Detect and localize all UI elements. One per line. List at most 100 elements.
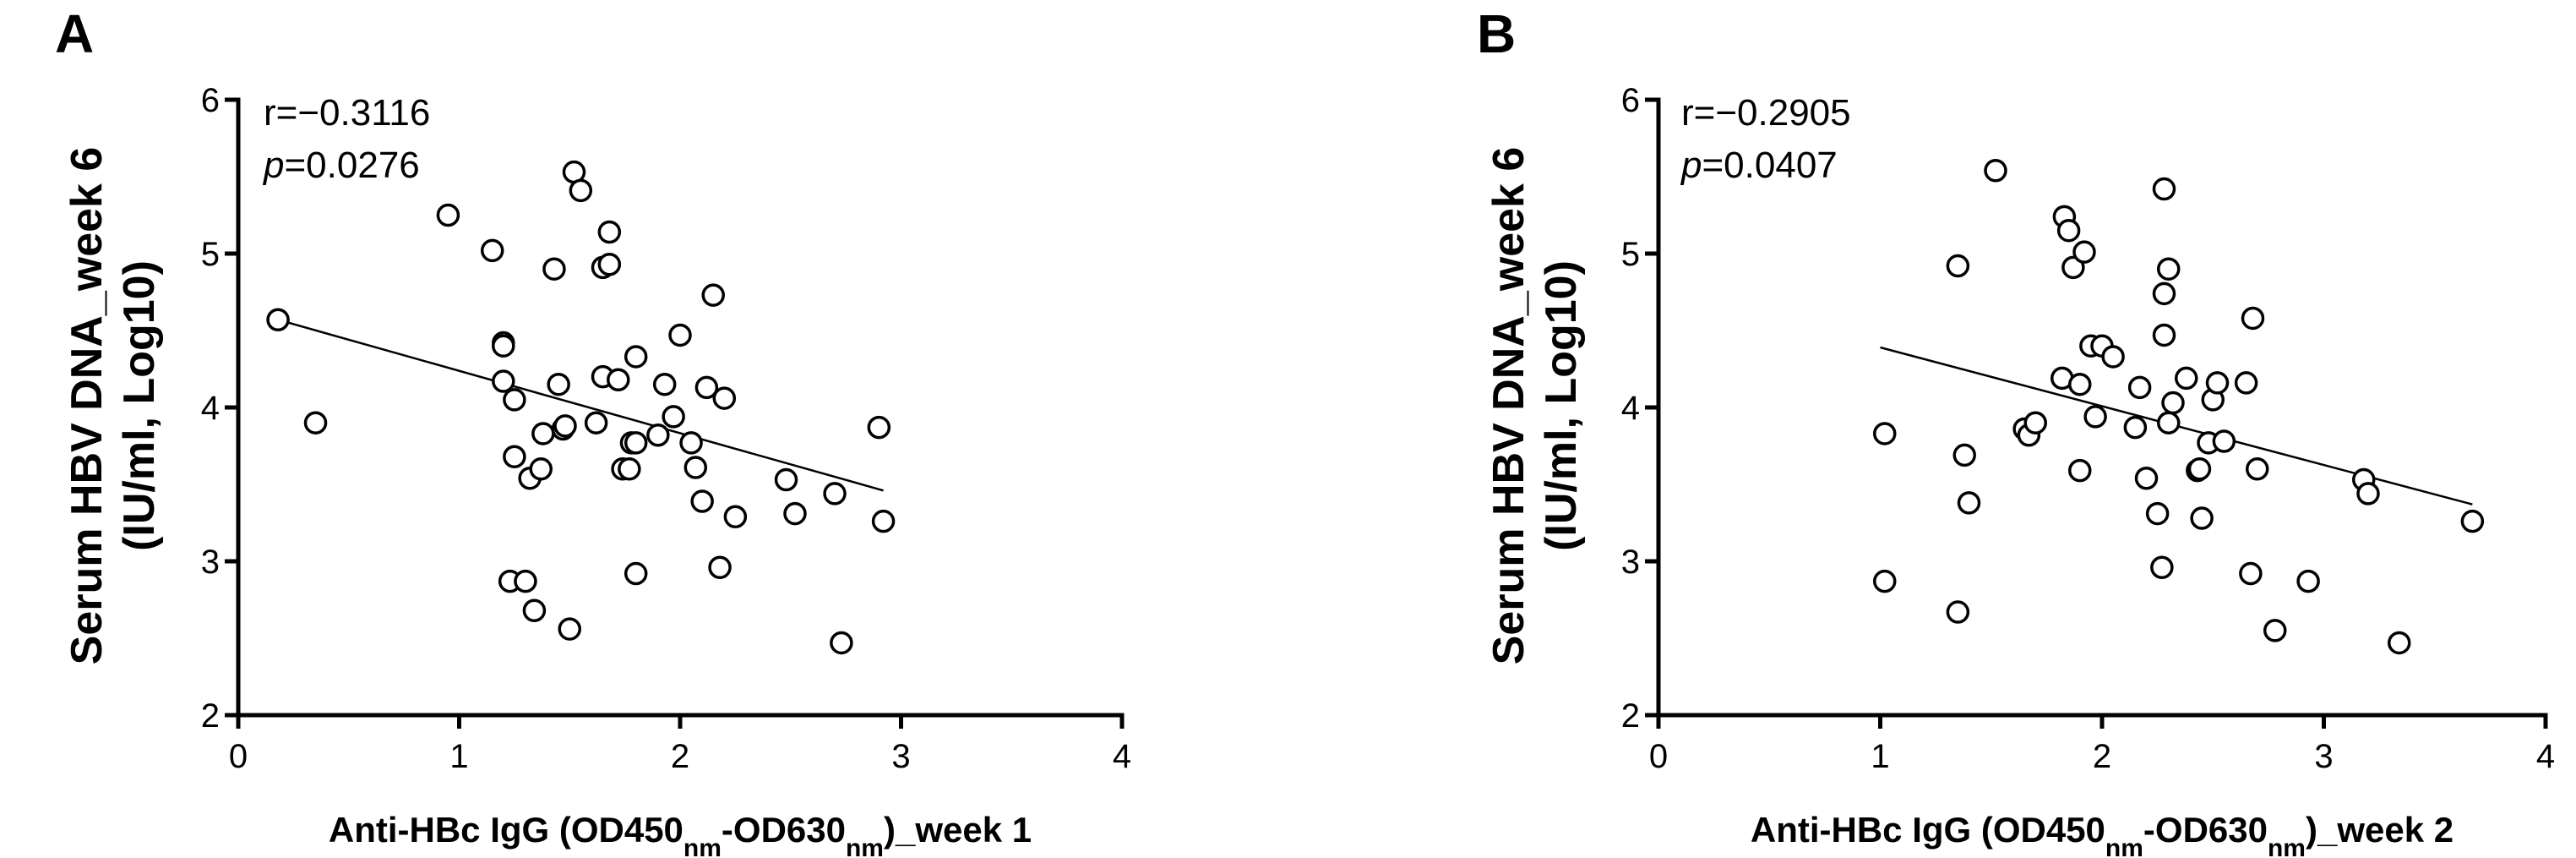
panel-a-point-25 [597, 252, 622, 276]
panel-a-point-42 [701, 283, 725, 307]
panel-b-p-symbol: p [1680, 145, 1702, 186]
panel-a-point-37 [668, 323, 692, 347]
panel-a-x-title-post: )_week 1 [884, 810, 1032, 850]
panel-a-point-29 [618, 457, 641, 481]
panel-a-point-40 [690, 489, 714, 513]
panel-a-point-21 [569, 178, 593, 203]
panel-a-point-41 [694, 375, 719, 400]
panel-b-point-42 [2241, 306, 2265, 331]
panel-b-y-tick-label-3: 5 [1621, 236, 1640, 273]
panel-b-point-44 [2263, 619, 2287, 642]
panel-a-point-48 [823, 482, 847, 506]
panel-b-point-3 [1946, 600, 1970, 624]
panel-b-y-title-line1: Serum HBV DNA_week 6 [1484, 147, 1533, 665]
panel-a-point-19 [558, 617, 581, 641]
panel-a-x-tick-label-1: 1 [449, 738, 468, 775]
panel-b-point-32 [2175, 366, 2198, 391]
panel-b-x-title-sub1: nm [2105, 834, 2143, 858]
panel-a-point-13 [529, 457, 553, 481]
panel-a-y-tick-label-4: 6 [201, 82, 220, 119]
panel-a-y-tick-label-0: 2 [201, 697, 220, 735]
panel-a-point-3 [480, 238, 504, 263]
panel-b-y-tick-label-2: 4 [1621, 390, 1640, 427]
panel-b-point-27 [2152, 323, 2176, 347]
panel-a-point-16 [547, 372, 570, 396]
panel-b-point-1 [1873, 569, 1897, 593]
panel-a-point-51 [871, 509, 896, 533]
panel-b-y-ticks: 2 3 4 5 6 [1621, 82, 1658, 735]
panel-b-data-points [1873, 158, 2485, 655]
panel-a-x-tick-label-3: 3 [891, 738, 910, 775]
panel-b-point-31 [2161, 391, 2185, 415]
panel-b-point-15 [2068, 372, 2092, 396]
panel-a-point-22 [584, 411, 608, 434]
panel-a-point-36 [662, 405, 685, 429]
panel-a: A Serum HBV DNA_week 6 (IU/ml, Log10) 2 3… [55, 3, 1131, 858]
panel-a-point-32 [624, 345, 648, 369]
panel-a-point-5 [492, 334, 515, 358]
panel-b-y-axis-title: Serum HBV DNA_week 6 (IU/ml, Log10) [1484, 147, 1586, 665]
panel-b-y-tick-label-0: 2 [1621, 697, 1640, 735]
panel-a-y-axis-title: Serum HBV DNA_week 6 (IU/ml, Log10) [63, 147, 164, 665]
panel-b-point-12 [2056, 218, 2081, 243]
panel-b-x-tick-label-3: 3 [2314, 738, 2333, 775]
panel-b-x-tick-label-1: 1 [1871, 738, 1889, 775]
panel-b-point-14 [2068, 458, 2092, 483]
panel-a-point-0 [266, 308, 290, 332]
panel-a-x-title-mid: -OD630 [722, 810, 846, 850]
panel-b-point-22 [2127, 375, 2152, 400]
panel-b-x-tick-label-4: 4 [2536, 738, 2555, 775]
panel-a-y-tick-label-1: 3 [201, 544, 220, 581]
panel-b-y-title-line2: (IU/ml, Log10) [1537, 260, 1586, 551]
panel-a-point-31 [624, 431, 648, 455]
panel-b-point-34 [2187, 457, 2212, 481]
panel-a-point-50 [867, 415, 891, 440]
panel-a-point-1 [303, 411, 328, 434]
panel-a-x-tick-label-0: 0 [229, 738, 248, 775]
panel-a-point-9 [503, 445, 526, 468]
panel-b-point-47 [2356, 482, 2380, 506]
panel-b-p-value: p=0.0407 [1680, 145, 1838, 186]
panel-a-y-tick-label-3: 5 [201, 236, 220, 273]
panel-b-point-48 [2388, 631, 2411, 655]
panel-a-y-ticks: 2 3 4 5 6 [201, 82, 238, 735]
panel-b-r-value: r=−0.2905 [1681, 92, 1851, 134]
panel-a-point-26 [597, 220, 622, 244]
panel-a-point-10 [514, 569, 537, 593]
panel-b-point-9 [2023, 411, 2047, 434]
panel-b-x-ticks: 0 1 2 3 4 [1649, 715, 2555, 775]
panel-a-point-8 [503, 388, 526, 412]
panel-a-x-title-pre: Anti-HBc IgG (OD450 [329, 810, 683, 850]
panel-b-point-25 [2150, 555, 2174, 580]
panel-a-point-27 [607, 368, 630, 391]
panel-b-point-16 [2072, 240, 2096, 264]
panel-b-x-title-mid: -OD630 [2143, 810, 2268, 850]
panel-a-x-axis-title: Anti-HBc IgG (OD450nm-OD630nm)_week 1 [329, 810, 1032, 858]
panel-a-y-title-line1: Serum HBV DNA_week 6 [63, 147, 112, 665]
panel-a-x-title-sub1: nm [683, 834, 722, 858]
panel-b-point-4 [1952, 443, 1976, 467]
panel-b: B Serum HBV DNA_week 6 (IU/ml, Log10) 2 3… [1477, 3, 2555, 858]
panel-a-x-ticks: 0 1 2 3 4 [229, 715, 1131, 775]
panel-b-point-38 [2205, 371, 2230, 395]
panel-a-p-value: p=0.0276 [262, 145, 420, 186]
panel-a-x-tick-label-4: 4 [1113, 738, 1131, 775]
panel-b-point-28 [2152, 177, 2176, 201]
panel-b-point-13 [2061, 255, 2085, 280]
panel-a-point-43 [708, 555, 732, 580]
panel-a-point-18 [553, 414, 577, 438]
panel-a-point-47 [783, 501, 807, 526]
panel-b-point-45 [2296, 569, 2320, 593]
panel-a-p-number: =0.0276 [284, 145, 419, 186]
panel-a-data-points [266, 160, 896, 655]
panel-a-x-tick-label-2: 2 [671, 738, 689, 775]
panel-b-point-41 [2239, 561, 2263, 586]
panel-b-y-tick-label-1: 3 [1621, 544, 1640, 581]
panel-b-x-title-sub2: nm [2268, 834, 2306, 858]
panel-a-point-15 [542, 257, 566, 281]
panel-b-point-43 [2246, 457, 2269, 481]
panel-a-y-tick-label-2: 4 [201, 390, 220, 427]
panel-b-point-6 [1984, 158, 2007, 183]
panel-a-point-35 [652, 372, 677, 396]
